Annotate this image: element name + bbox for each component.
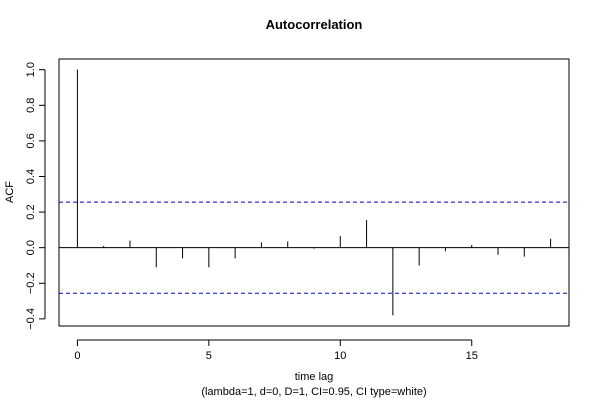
x-axis-subtitle: (lambda=1, d=0, D=1, CI=0.95, CI type=wh… (201, 386, 426, 398)
y-tick-label: 0.0 (25, 240, 37, 255)
y-tick-label: −0.4 (25, 308, 37, 330)
plot-frame (58, 58, 570, 327)
y-tick-label: 0.8 (25, 98, 37, 113)
chart-title: Autocorrelation (266, 17, 363, 32)
x-tick-label: 15 (466, 350, 478, 362)
y-tick-label: 0.2 (25, 204, 37, 219)
confidence-band (59, 201, 569, 294)
y-tick-label: 0.6 (25, 133, 37, 148)
x-tick-label: 5 (206, 350, 212, 362)
y-tick-label: −0.2 (25, 272, 37, 294)
acf-spikes (76, 69, 552, 316)
x-tick-label: 10 (334, 350, 346, 362)
x-axis-label: time lag (295, 371, 334, 383)
y-tick-label: 1.0 (25, 62, 37, 77)
y-axis: −0.4 −0.2 0.0 0.2 0.4 0.6 0.8 1.0 (25, 62, 46, 330)
x-axis: 0 5 10 15 (74, 339, 478, 362)
x-tick-label: 0 (74, 350, 80, 362)
y-tick-label: 0.4 (25, 169, 37, 184)
y-axis-label: ACF (4, 181, 16, 203)
